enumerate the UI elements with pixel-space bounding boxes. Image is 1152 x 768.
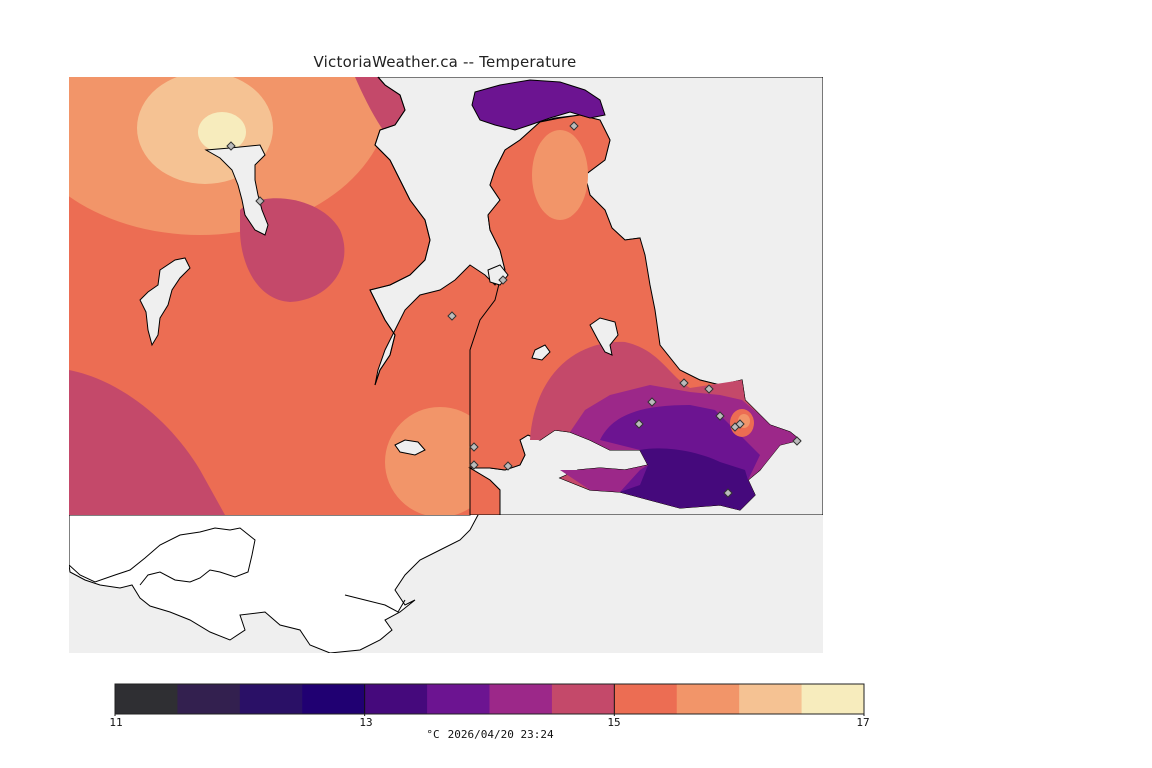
station-marker[interactable] (792, 436, 802, 446)
page-title: VictoriaWeather.ca -- Temperature (313, 53, 577, 71)
legend-swatch (739, 684, 803, 714)
legend-swatch (551, 684, 615, 714)
legend-frame (114, 683, 865, 715)
legend-tick-label: 15 (607, 716, 621, 729)
station-marker[interactable] (569, 121, 579, 131)
legend-swatch (614, 684, 678, 714)
station-marker[interactable] (498, 275, 508, 285)
lake-elk (589, 317, 619, 356)
warm-band-nw-core (198, 112, 246, 152)
warm-band-south (385, 407, 495, 515)
station-marker[interactable] (469, 460, 479, 470)
station-marker[interactable] (715, 411, 725, 421)
legend-swatch (427, 684, 490, 714)
legend-timestamp: 2026/04/20 23:24 (447, 728, 554, 741)
station-marker[interactable] (634, 419, 644, 429)
legend-swatch (115, 684, 178, 714)
legend-swatch (489, 684, 553, 714)
legend-tick-label: 17 (856, 716, 870, 729)
west-coastline (369, 76, 431, 386)
legend-tick-label: 13 (359, 716, 373, 729)
legend-swatch (239, 684, 303, 714)
southern-coastline (69, 527, 256, 586)
north-islands-cold (471, 79, 606, 131)
southern-landmass (69, 489, 501, 653)
color-legend (114, 684, 865, 716)
station-marker[interactable] (447, 311, 457, 321)
weather-stations (226, 121, 802, 498)
legend-swatch (801, 684, 865, 714)
station-marker[interactable] (469, 442, 479, 452)
cool-band-southwest (69, 370, 225, 515)
legend-swatch (364, 684, 428, 714)
station-marker[interactable] (735, 419, 745, 429)
lake-shawnigan (204, 144, 269, 236)
station-marker[interactable] (226, 141, 236, 151)
lake-small (531, 344, 551, 361)
legend-unit: °C (426, 728, 440, 741)
station-marker[interactable] (503, 461, 513, 471)
saanich-cold-13 (620, 448, 755, 510)
lake-west (139, 257, 191, 347)
legend-tick-label: 11 (109, 716, 123, 729)
station-marker[interactable] (723, 488, 733, 498)
station-marker[interactable] (704, 384, 714, 394)
station-marker[interactable] (255, 196, 265, 206)
legend-swatch (676, 684, 740, 714)
hood-canal-line (344, 594, 406, 613)
lake-sooke (394, 439, 426, 456)
legend-caption: °C 2026/04/20 23:24 (350, 728, 630, 741)
legend-swatch (177, 684, 241, 714)
station-marker[interactable] (679, 378, 689, 388)
saanich-warm-pocket (532, 130, 588, 220)
station-marker[interactable] (647, 397, 657, 407)
legend-swatch (302, 684, 366, 714)
